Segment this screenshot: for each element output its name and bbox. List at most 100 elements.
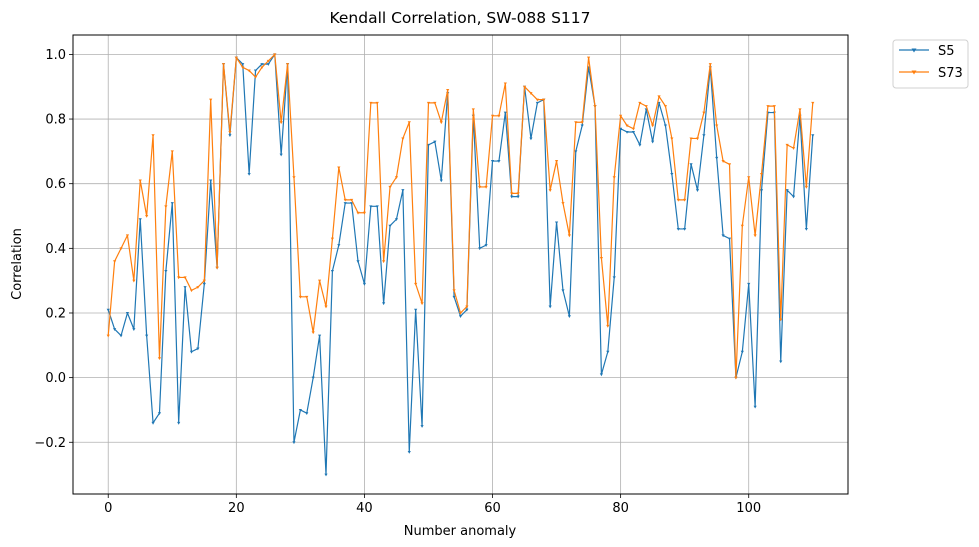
data-point [375, 205, 379, 209]
data-point [811, 134, 815, 137]
data-point [625, 130, 629, 134]
data-point [189, 289, 194, 293]
data-point [356, 211, 360, 215]
data-point [798, 108, 802, 112]
data-point [420, 302, 424, 306]
data-point [516, 195, 520, 199]
legend-marker-s5 [911, 48, 917, 53]
data-point [663, 105, 668, 108]
data-point [196, 286, 200, 289]
data-point [317, 279, 322, 283]
data-point [695, 137, 700, 141]
data-point [753, 405, 757, 409]
data-point [606, 324, 610, 328]
data-point [324, 305, 328, 309]
y-axis-label: Correlation [10, 228, 25, 300]
data-point [164, 269, 168, 273]
data-point [202, 279, 206, 283]
data-point [209, 179, 213, 183]
data-point [683, 227, 687, 231]
data-point [266, 63, 270, 66]
data-point [132, 328, 136, 331]
data-point [394, 218, 399, 222]
legend: S5 S73 [892, 39, 969, 89]
data-point [138, 218, 142, 222]
data-point [279, 121, 283, 125]
data-point [414, 308, 418, 312]
data-point [612, 176, 616, 180]
data-point [619, 114, 623, 118]
data-point [734, 376, 738, 380]
data-point [631, 130, 636, 134]
data-point [510, 195, 514, 199]
data-point [811, 101, 815, 105]
data-point [791, 147, 796, 150]
data-point [490, 114, 495, 118]
data-point [612, 276, 616, 280]
data-point [401, 189, 405, 192]
data-point [382, 260, 386, 264]
data-point [170, 202, 174, 205]
axis-ticks: 0 20 40 60 80 100 −0.2 0.0 0.2 0.4 0.6 0.8 1.0 [34, 48, 761, 516]
data-point [234, 56, 238, 60]
y-tick-label: 0.8 [45, 113, 66, 128]
data-point [125, 311, 130, 315]
data-point [689, 163, 693, 167]
data-point [369, 205, 373, 209]
x-tick-label: 80 [612, 501, 629, 516]
x-tick-label: 40 [356, 501, 373, 516]
data-point [715, 124, 719, 128]
data-point [439, 121, 443, 125]
y-tick-label: −0.2 [34, 436, 66, 451]
data-point [599, 373, 604, 377]
data-point [157, 412, 162, 415]
data-point [747, 282, 751, 286]
data-point [631, 127, 636, 131]
data-point [452, 295, 456, 299]
data-point [113, 260, 117, 264]
data-point [567, 315, 571, 319]
data-point [503, 111, 507, 115]
data-point [420, 425, 424, 428]
series-lines [106, 53, 815, 477]
data-point [177, 421, 181, 425]
y-tick-label: 0.4 [45, 242, 66, 257]
data-point [740, 350, 744, 354]
data-point [183, 276, 187, 280]
data-point [305, 412, 309, 415]
data-point [721, 234, 725, 238]
data-point [484, 185, 488, 189]
data-point [106, 308, 110, 312]
data-point [317, 334, 322, 338]
data-point [356, 260, 360, 264]
data-point [644, 105, 648, 108]
data-point [785, 143, 789, 147]
data-point [548, 305, 552, 309]
data-point [727, 237, 732, 241]
x-tick-label: 20 [228, 501, 245, 516]
data-point [574, 150, 578, 154]
data-point [119, 247, 123, 251]
x-tick-label: 100 [736, 501, 761, 516]
data-point [510, 192, 514, 196]
y-tick-label: 1.0 [45, 48, 66, 63]
data-point [785, 189, 789, 192]
data-point [388, 185, 392, 189]
data-point [362, 211, 367, 215]
data-point [535, 101, 539, 105]
data-point [433, 140, 437, 144]
data-point [106, 334, 110, 338]
data-point [177, 276, 181, 280]
data-point [266, 59, 270, 63]
data-point [228, 130, 232, 134]
legend-label-s5: S5 [938, 44, 955, 59]
plot-frame [72, 34, 849, 495]
data-point [791, 195, 796, 199]
data-point [458, 311, 463, 315]
data-point [382, 302, 386, 306]
data-point [241, 66, 245, 70]
data-point [407, 450, 411, 454]
data-point [490, 160, 495, 163]
